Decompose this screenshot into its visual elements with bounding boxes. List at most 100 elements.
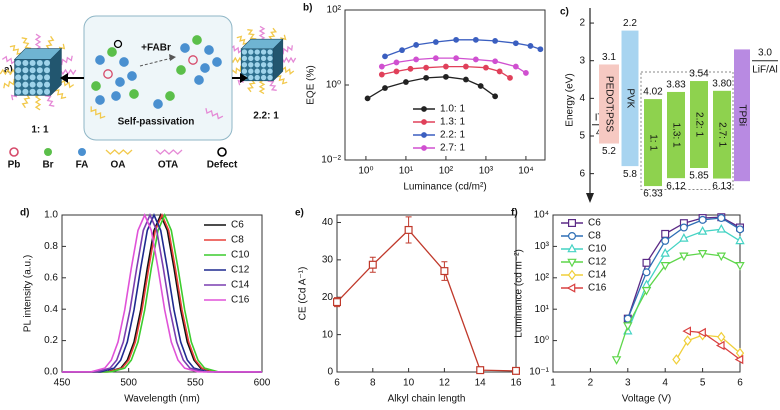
marker bbox=[567, 243, 577, 253]
legend-symbol bbox=[217, 147, 227, 157]
marker bbox=[527, 43, 534, 49]
y-tick-label: 10⁻¹ bbox=[529, 367, 549, 378]
series-line bbox=[336, 229, 517, 372]
level-label: 3.83 bbox=[666, 80, 686, 91]
marker bbox=[566, 283, 576, 293]
legend-label: 1.3: 1 bbox=[440, 117, 465, 128]
level-label: 4.02 bbox=[643, 87, 663, 98]
dashed-box bbox=[640, 71, 734, 190]
cube-atom bbox=[254, 49, 260, 55]
energy-band bbox=[713, 90, 731, 179]
panel-label: f) bbox=[511, 208, 518, 219]
marker bbox=[472, 56, 479, 63]
marker bbox=[413, 56, 420, 63]
cube-atom bbox=[267, 62, 273, 68]
ion bbox=[95, 95, 105, 105]
marker bbox=[399, 47, 405, 54]
series-line bbox=[61, 212, 263, 373]
layer-label: PVK bbox=[624, 88, 635, 108]
legend-label: Pb bbox=[8, 160, 21, 171]
y-tick-label: 10¹ bbox=[535, 304, 550, 315]
x-tick-label: 600 bbox=[254, 378, 271, 389]
y-tick-label: 10⁰ bbox=[534, 335, 549, 346]
marker bbox=[492, 93, 499, 100]
cube-atom bbox=[36, 67, 43, 74]
cube-atom bbox=[248, 55, 254, 62]
y-axis-label: Luminance (cd m⁻²) bbox=[514, 249, 525, 338]
marker bbox=[333, 298, 342, 307]
ligand bbox=[57, 55, 73, 66]
marker bbox=[512, 63, 519, 70]
ion bbox=[111, 91, 121, 101]
y-tick-label: 3 bbox=[579, 55, 585, 66]
marker bbox=[623, 322, 633, 331]
x-tick-label: 4 bbox=[662, 378, 668, 389]
ion bbox=[103, 69, 113, 79]
cube-atom bbox=[29, 88, 36, 95]
x-tick-label: 10⁴ bbox=[518, 166, 533, 177]
cube-atom bbox=[44, 74, 50, 81]
marker bbox=[672, 354, 681, 365]
y-tick-label: 5 bbox=[579, 131, 585, 142]
x-tick-label: 5 bbox=[700, 378, 706, 389]
ion bbox=[107, 47, 117, 57]
level-label: 5.8 bbox=[623, 169, 637, 180]
ion bbox=[192, 35, 202, 45]
cube-atom bbox=[254, 68, 260, 74]
marker bbox=[661, 236, 670, 245]
ligand bbox=[247, 29, 257, 43]
ion bbox=[129, 89, 139, 99]
marker bbox=[413, 42, 420, 48]
y-tick-label: 20 bbox=[322, 292, 334, 303]
legend-label: C14 bbox=[231, 280, 250, 291]
series-line bbox=[687, 330, 741, 361]
marker bbox=[421, 106, 427, 112]
marker bbox=[443, 73, 449, 80]
y-tick-label: 10 bbox=[322, 329, 334, 340]
cube-atom bbox=[29, 67, 36, 74]
x-tick-label: 1 bbox=[550, 378, 556, 389]
legend-label: C14 bbox=[588, 270, 607, 281]
level-label: 3.1 bbox=[602, 52, 616, 63]
legend-label: OTA bbox=[158, 160, 178, 171]
marker bbox=[679, 223, 688, 232]
cube-atom bbox=[22, 88, 29, 95]
cube-atom bbox=[22, 81, 29, 88]
x-tick-label: 10³ bbox=[479, 166, 494, 177]
marker bbox=[717, 214, 726, 223]
ratio-label: 1: 1 bbox=[31, 125, 49, 136]
ion bbox=[95, 55, 105, 65]
series-line bbox=[61, 212, 263, 373]
legend-symbol bbox=[155, 149, 183, 155]
legend-label: C10 bbox=[588, 244, 607, 255]
cube-atom bbox=[29, 74, 36, 81]
cube-atom bbox=[260, 62, 267, 68]
legend-symbol bbox=[105, 149, 133, 155]
ligand bbox=[279, 45, 293, 55]
marker bbox=[421, 132, 427, 138]
ligand bbox=[258, 25, 266, 41]
marker bbox=[463, 63, 469, 70]
reagent-label: +FABr bbox=[141, 43, 171, 54]
y-tick-label: 10³ bbox=[535, 241, 550, 252]
marker bbox=[364, 95, 371, 102]
marker bbox=[477, 83, 484, 89]
marker bbox=[523, 70, 529, 76]
cube-atom bbox=[241, 55, 248, 62]
layer-label: LiF/Al bbox=[752, 64, 778, 75]
cube-atom bbox=[44, 60, 50, 66]
level-label: 3.80 bbox=[712, 78, 732, 89]
ligand bbox=[21, 37, 32, 53]
level-label: 3.54 bbox=[689, 69, 709, 80]
legend-label: C12 bbox=[588, 257, 607, 268]
marker bbox=[492, 58, 499, 65]
y-tick-label: 0 bbox=[327, 367, 333, 378]
cube-atom bbox=[267, 49, 273, 55]
cube-atom bbox=[260, 55, 267, 62]
cube-atom bbox=[22, 60, 29, 66]
ratio-label: 2.2: 1 bbox=[253, 111, 279, 122]
arrow-head bbox=[240, 73, 248, 83]
energy-band bbox=[644, 99, 662, 187]
marker bbox=[463, 76, 469, 83]
